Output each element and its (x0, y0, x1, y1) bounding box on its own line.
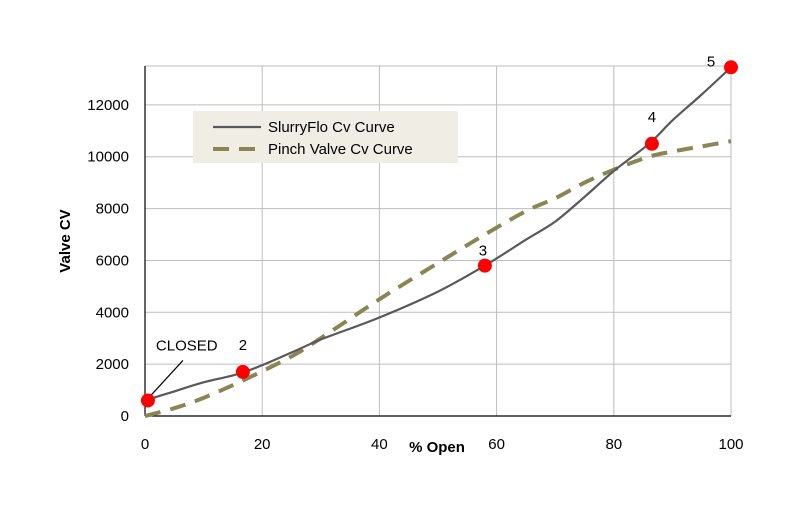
y-axis-title: Valve CV (57, 209, 74, 272)
data-point-label-5: 5 (707, 53, 715, 70)
y-tick-label-12000: 12000 (87, 97, 129, 114)
data-point-4 (644, 136, 659, 151)
y-tick-label-10000: 10000 (87, 149, 129, 166)
y-tick-label-8000: 8000 (96, 201, 129, 218)
data-point-label-1: CLOSED (156, 337, 218, 354)
x-tick-label-20: 20 (254, 436, 271, 453)
legend-label-pinch: Pinch Valve Cv Curve (268, 141, 413, 158)
y-tick-labels: 0 2000 4000 6000 8000 10000 12000 (87, 97, 129, 425)
data-point-label-4: 4 (648, 109, 656, 126)
data-point-1 (140, 393, 155, 408)
y-tick-label-4000: 4000 (96, 304, 129, 321)
points-layer: CLOSED 2 3 4 5 (140, 53, 738, 408)
data-point-label-2: 2 (239, 337, 247, 354)
series-line-pinch (144, 139, 732, 418)
y-tick-label-6000: 6000 (96, 252, 129, 269)
legend-label-slurryflo: SlurryFlo Cv Curve (268, 119, 395, 136)
x-tick-label-0: 0 (141, 436, 149, 453)
x-tick-labels: 0 20 40 60 80 100 (141, 436, 744, 453)
y-tick-label-0: 0 (121, 408, 129, 425)
x-axis-title: % Open (409, 439, 465, 456)
x-tick-label-40: 40 (371, 436, 388, 453)
data-point-2 (235, 364, 250, 379)
x-tick-label-80: 80 (605, 436, 622, 453)
x-tick-label-100: 100 (718, 436, 743, 453)
axes (144, 66, 731, 417)
data-point-3 (477, 258, 492, 273)
closed-leader-line (149, 360, 184, 397)
data-point-5 (724, 60, 738, 75)
data-point-label-3: 3 (479, 243, 487, 260)
legend-background (193, 111, 458, 163)
legend: SlurryFlo Cv Curve Pinch Valve Cv Curve (193, 111, 458, 163)
x-tick-label-60: 60 (488, 436, 505, 453)
y-tick-label-2000: 2000 (96, 356, 129, 373)
